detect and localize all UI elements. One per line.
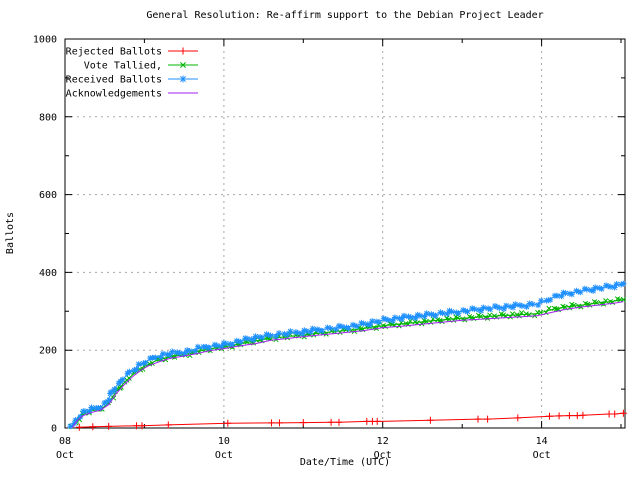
x-tick-day-12: 12 <box>377 436 389 447</box>
legend-samples <box>168 47 198 94</box>
legend-label-rejected-ballots: Rejected Ballots <box>66 47 162 58</box>
y-tick-label-800: 800 <box>39 112 57 123</box>
y-tick-label-0: 0 <box>51 424 57 435</box>
chart-title: General Resolution: Re-affirm support to… <box>146 10 543 21</box>
legend-label-acknowledgements: Acknowledgements <box>66 89 162 100</box>
series-layer <box>67 280 627 431</box>
y-tick-label-400: 400 <box>39 268 57 279</box>
y-tick-label-1000: 1000 <box>33 35 57 46</box>
x-tick-month-10: Oct <box>215 450 233 461</box>
y-tick-label-200: 200 <box>39 346 57 357</box>
legend-sample-received-ballots <box>168 75 198 83</box>
series-line-acknowledgements <box>71 301 624 429</box>
legend-sample-rejected-ballots <box>168 47 198 55</box>
x-tick-day-08: 08 <box>59 436 71 447</box>
y-tick-label-600: 600 <box>39 190 57 201</box>
x-axis-label: Date/Time (UTC) <box>300 457 390 468</box>
x-tick-month-12: Oct <box>374 450 392 461</box>
series-markers-rejected-ballots <box>75 409 627 431</box>
y-axis-label: Ballots <box>5 212 16 254</box>
gridlines <box>65 39 625 428</box>
legend-sample-vote-tallied <box>168 62 198 68</box>
x-tick-month-08: Oct <box>56 450 74 461</box>
series-markers-received-ballots <box>67 280 627 430</box>
x-tick-day-10: 10 <box>218 436 230 447</box>
x-tick-day-14: 14 <box>536 436 548 447</box>
x-tick-month-14: Oct <box>533 450 551 461</box>
legend-label-received-ballots: Received Ballots <box>66 75 162 86</box>
legend-label-vote-tallied: Vote Tallied, <box>84 61 162 72</box>
